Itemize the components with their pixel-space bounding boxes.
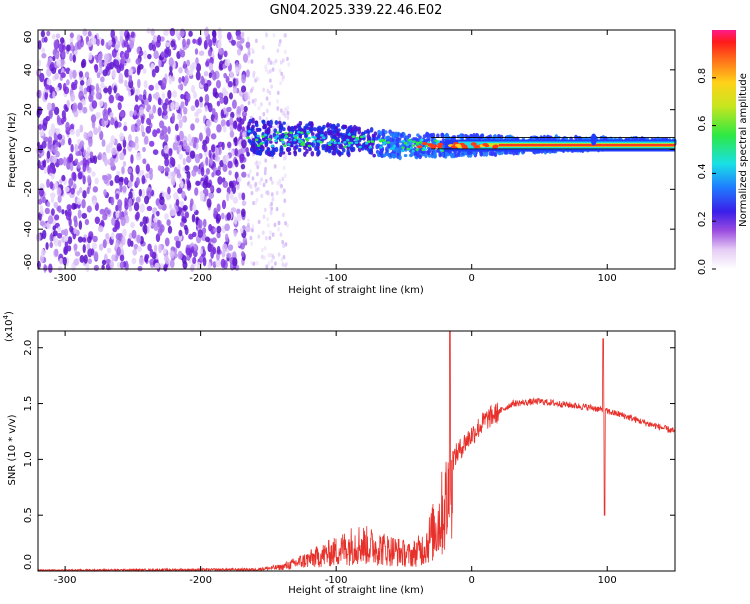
- snr-x-ticks: -300 -200 -100 0 100: [54, 331, 617, 586]
- colorbar-gradient: [712, 30, 736, 269]
- snr-background: [38, 331, 675, 571]
- colorbar-tick-label-1: 0.2: [697, 211, 708, 227]
- snr-x-tick-label-4: 100: [598, 575, 617, 586]
- colorbar-tick-label-4: 0.8: [697, 68, 708, 84]
- snr-x-axis-label: Height of straight line (km): [288, 585, 424, 596]
- snr-x-tick-label-1: -200: [189, 575, 212, 586]
- snr-x-tick-label-0: -300: [54, 575, 77, 586]
- heatmap-y-tick-label-2: -20: [23, 181, 34, 197]
- heatmap-y-tick-label-0: -60: [23, 254, 34, 270]
- heatmap-x-tick-label-1: -200: [189, 273, 212, 284]
- snr-y-tick-label-2: 1.0: [23, 451, 34, 467]
- snr-y-scale-label: (x104): [2, 311, 15, 342]
- heatmap-y-tick-label-6: 60: [23, 31, 34, 44]
- colorbar: 0.0 0.2 0.4 0.6 0.8 Normalized spectral ampl…: [697, 30, 749, 275]
- snr-x-tick-label-3: 0: [469, 575, 475, 586]
- colorbar-tick-label-3: 0.6: [697, 116, 708, 132]
- snr-y-axis-label: SNR (10 * v/v): [7, 414, 18, 485]
- heatmap-y-tick-label-4: 20: [23, 103, 34, 116]
- snr-y-scale: (x104): [2, 311, 15, 342]
- snr-y-tick-label-1: 0.5: [23, 507, 34, 523]
- heatmap-y-axis-label: Frequency (Hz): [7, 112, 18, 188]
- heatmap-x-tick-label-0: -300: [54, 273, 77, 284]
- heatmap-x-tick-label-2: -100: [325, 273, 348, 284]
- heatmap-y-tick-label-1: -40: [23, 221, 34, 237]
- heatmap-x-tick-label-4: 100: [598, 273, 617, 284]
- heatmap-y-tick-label-3: 0: [23, 146, 34, 152]
- heatmap-signal-band: [246, 117, 677, 161]
- snr-y-ticks: 0.0 0.5 1.0 1.5 2.0: [23, 340, 675, 572]
- heatmap-noise-region: [35, 26, 291, 273]
- heatmap-x-ticks: -300 -200 -100 0 100: [54, 30, 617, 284]
- heatmap-x-axis-label: Height of straight line (km): [288, 285, 424, 296]
- heatmap-x-tick-label-3: 0: [469, 273, 475, 284]
- colorbar-tick-label-2: 0.4: [697, 163, 708, 179]
- snr-y-tick-label-4: 2.0: [23, 340, 34, 356]
- snr-series-line: [37, 330, 676, 573]
- heatmap-y-tick-label-5: 40: [23, 63, 34, 76]
- colorbar-label: Normalized spectral amplitude: [738, 73, 749, 227]
- colorbar-tick-label-0: 0.0: [697, 259, 708, 275]
- figure-title: GN04.2025.339.22.46.E02: [270, 3, 443, 18]
- colorbar-ticks: 0.0 0.2 0.4 0.6 0.8: [697, 68, 716, 275]
- snr-x-tick-label-2: -100: [325, 575, 348, 586]
- heatmap-y-ticks: -60 -40 -20 0 20 40 60: [23, 29, 675, 270]
- snr-y-tick-label-0: 0.0: [23, 554, 34, 570]
- snr-panel: -300 -200 -100 0 100 0.0 0.5 1.0 1.5 2.0 Height …: [2, 311, 676, 596]
- snr-frame: [37, 330, 676, 572]
- snr-y-tick-label-3: 1.5: [23, 396, 34, 412]
- snr-y-scale-exponent: 4: [2, 314, 10, 319]
